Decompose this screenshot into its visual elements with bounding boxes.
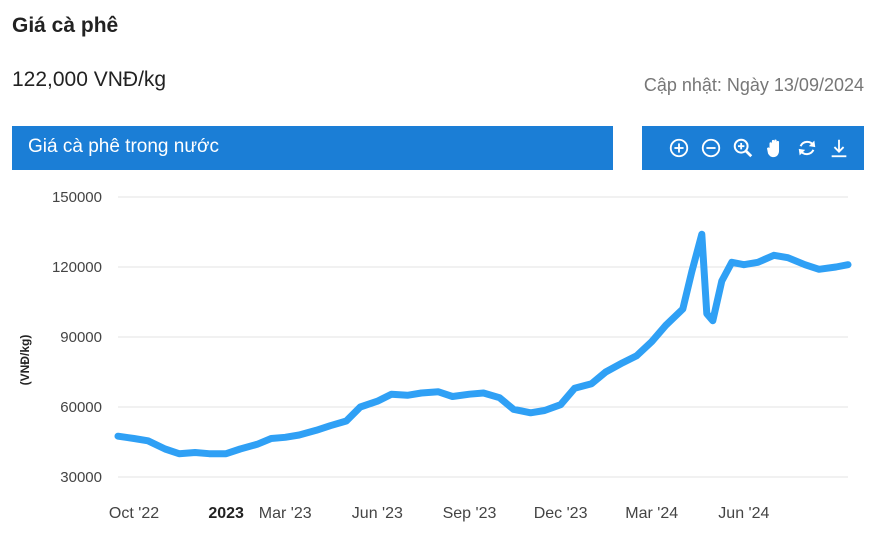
- y-tick-label: 120000: [52, 259, 102, 276]
- y-tick-label: 90000: [60, 329, 102, 346]
- download-button[interactable]: [828, 137, 850, 159]
- y-axis-label: (VNĐ/kg): [18, 335, 32, 386]
- chart-title: Giá cà phê trong nước: [28, 136, 220, 157]
- zoom-selection-icon: [733, 138, 753, 158]
- chart-title-bar: Giá cà phê trong nước: [12, 126, 613, 170]
- zoom-out-button[interactable]: [700, 137, 722, 159]
- pan-hand-icon: [767, 139, 780, 158]
- pan-button[interactable]: [764, 137, 786, 159]
- y-tick-label: 150000: [52, 189, 102, 206]
- price-line-chart: 30000 60000 90000 120000 150000 (VNĐ/kg) Oct…: [18, 189, 852, 522]
- update-date: Cập nhật: Ngày 13/09/2024: [643, 75, 864, 95]
- y-axis-ticks: 30000 60000 90000 120000 150000: [52, 189, 102, 486]
- current-price: 122,000 VNĐ/kg: [12, 68, 167, 91]
- page-title: Giá cà phê: [12, 14, 119, 37]
- chart-toolbar: [642, 126, 864, 170]
- x-tick-label: Jun '24: [718, 505, 769, 522]
- zoom-in-button[interactable]: [668, 137, 690, 159]
- x-axis-ticks: Oct '22 2023 Mar '23 Jun '23 Sep '23 Dec '23 M…: [109, 505, 770, 522]
- y-tick-label: 30000: [60, 469, 102, 486]
- x-tick-label: Jun '23: [352, 505, 403, 522]
- zoom-in-icon: [669, 138, 689, 158]
- zoom-out-icon: [701, 138, 721, 158]
- x-tick-label: Oct '22: [109, 505, 159, 522]
- download-icon: [831, 139, 847, 158]
- reset-zoom-button[interactable]: [796, 137, 818, 159]
- price-series-line: [114, 230, 852, 458]
- zoom-selection-button[interactable]: [732, 137, 754, 159]
- grid-lines: [118, 196, 848, 478]
- reset-icon: [798, 140, 816, 156]
- x-tick-label: Mar '23: [259, 505, 312, 522]
- x-tick-label: Sep '23: [443, 505, 497, 522]
- x-tick-label: 2023: [208, 505, 244, 522]
- x-tick-label: Dec '23: [534, 505, 588, 522]
- x-tick-label: Mar '24: [625, 505, 678, 522]
- y-tick-label: 60000: [60, 399, 102, 416]
